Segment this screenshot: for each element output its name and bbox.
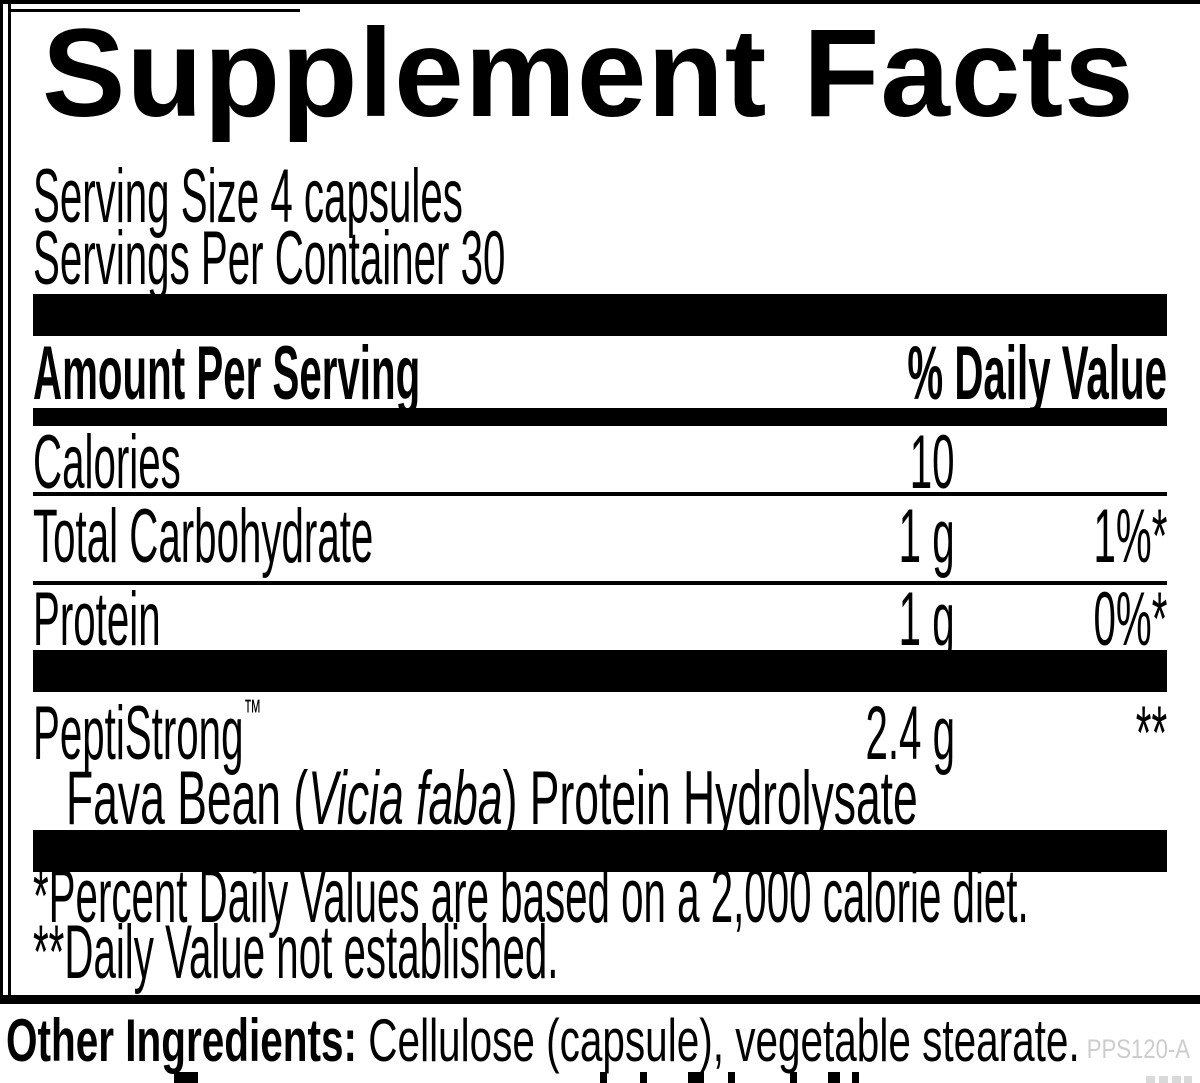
amount-per-serving-header: Amount Per Serving [33, 331, 421, 416]
ingredient-description: Fava Bean (Vicia faba) Protein Hydrolysa… [66, 761, 918, 837]
species-name-italic: Vicia faba [308, 756, 503, 841]
separator-bar-medium [33, 408, 1167, 426]
label-top-border [0, 0, 1200, 4]
separator-bar-thick-3 [33, 830, 1167, 872]
clipped-code-fragment [1159, 1076, 1168, 1083]
label-outer-left-border [0, 0, 3, 1004]
nutrient-amount: 1 g [899, 577, 955, 662]
column-header-row: Amount Per Serving % Daily Value [33, 336, 1167, 412]
nutrient-row-calories: Calories 10 [33, 425, 1167, 501]
clipped-code-fragment [1184, 1076, 1192, 1083]
servings-per-container-text: Servings Per Container 30 [33, 216, 506, 301]
row-divider-hairline [33, 581, 1167, 585]
nutrient-name: Total Carbohydrate [33, 494, 374, 579]
clipped-text-fragment [600, 1072, 607, 1083]
trademark-symbol: ™ [243, 693, 262, 731]
separator-bar-thick-1 [33, 294, 1167, 336]
description-suffix: ) Protein Hydrolysate [502, 756, 918, 841]
clipped-text-fragment [852, 1072, 859, 1083]
other-ingredients: Other Ingredients: Cellulose (capsule), … [6, 1011, 1080, 1071]
nutrient-dv: 1%* [1093, 494, 1167, 579]
clipped-text-fragment [688, 1072, 704, 1083]
other-ingredients-line: Other Ingredients: Cellulose (capsule), … [6, 1011, 1200, 1071]
footnote-text: **Daily Value not established. [33, 910, 559, 995]
nutrient-name: Calories [33, 420, 181, 505]
label-inner-top-border [8, 9, 300, 12]
product-code: PPS120-A [1086, 1034, 1190, 1064]
ingredient-name-text: PeptiStrong [33, 691, 244, 776]
footnote-text: *Percent Daily Values are based on a 2,0… [33, 854, 1029, 939]
row-divider-hairline [33, 492, 1167, 496]
description-prefix: Fava Bean ( [66, 756, 309, 841]
serving-size-line: Serving Size 4 capsules [33, 159, 1167, 235]
clipped-code-fragment [1146, 1076, 1155, 1083]
clipped-text-fragment [640, 1072, 647, 1083]
label-title: Supplement Facts [42, 4, 1135, 143]
nutrient-amount: 10 [910, 420, 955, 505]
ingredient-dv: ** [1135, 691, 1167, 776]
daily-value-header: % Daily Value [907, 331, 1167, 416]
ingredient-amount: 2.4 g [865, 691, 955, 776]
other-ingredients-label: Other Ingredients: [6, 1007, 358, 1074]
nutrient-row-protein: Protein 1 g 0%* [33, 582, 1167, 658]
nutrient-row-total-carbohydrate: Total Carbohydrate 1 g 1%* [33, 499, 1167, 575]
servings-per-container-line: Servings Per Container 30 [33, 221, 1167, 297]
nutrient-amount: 1 g [899, 494, 955, 579]
clipped-text-fragment [174, 1072, 198, 1083]
label-inner-left-border [8, 4, 11, 1004]
footnote-daily-values: *Percent Daily Values are based on a 2,0… [33, 859, 1167, 935]
other-ingredients-text: Cellulose (capsule), vegetable stearate. [357, 1007, 1080, 1074]
label-bottom-border [0, 995, 1200, 1004]
clipped-text-fragment [790, 1072, 797, 1083]
ingredient-name: PeptiStrong™ [33, 693, 262, 786]
clipped-text-fragment [828, 1072, 840, 1083]
clipped-code-fragment [1172, 1076, 1181, 1083]
nutrient-name: Protein [33, 577, 161, 662]
nutrient-dv: 0%* [1093, 577, 1167, 662]
ingredient-row-peptistrong: PeptiStrong™ 2.4 g ** [33, 691, 1167, 786]
separator-bar-thick-2 [33, 650, 1167, 692]
footnote-dv-not-established: **Daily Value not established. [33, 915, 1167, 991]
serving-size-text: Serving Size 4 capsules [33, 154, 463, 239]
clipped-text-fragment [728, 1072, 735, 1083]
ingredient-description-line: Fava Bean (Vicia faba) Protein Hydrolysa… [66, 761, 1200, 837]
